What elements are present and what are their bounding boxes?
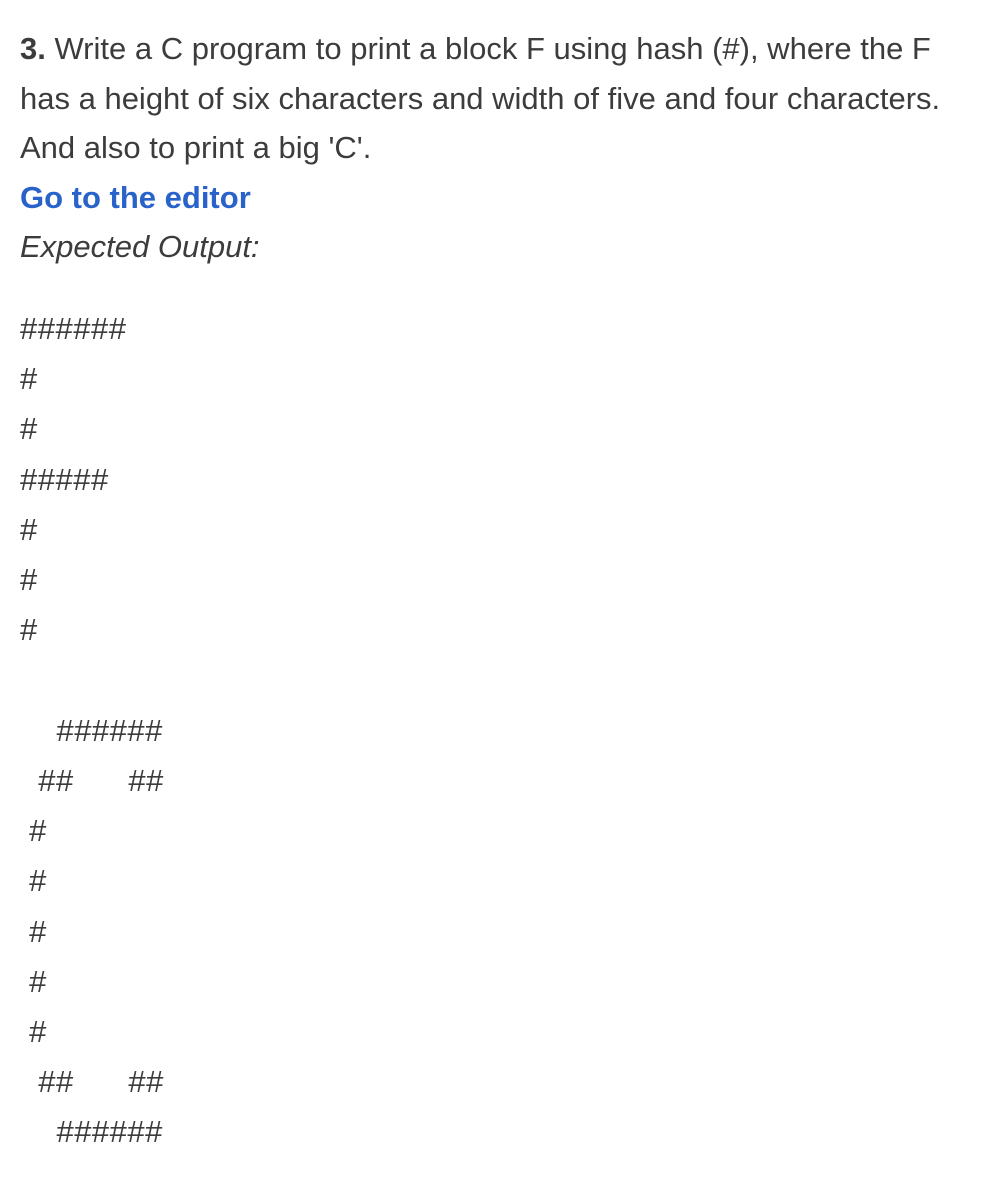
- editor-link-row: Go to the editor: [20, 173, 988, 223]
- go-to-editor-link[interactable]: Go to the editor: [20, 180, 251, 215]
- expected-output-label: Expected Output:: [20, 222, 988, 272]
- question-body: Write a C program to print a block F usi…: [20, 31, 940, 165]
- expected-output-block: ###### # # ##### # # # ###### ## ## # # …: [20, 304, 988, 1158]
- exercise-question: 3. Write a C program to print a block F …: [20, 24, 988, 1158]
- question-number: 3.: [20, 31, 46, 66]
- question-paragraph: 3. Write a C program to print a block F …: [20, 24, 988, 173]
